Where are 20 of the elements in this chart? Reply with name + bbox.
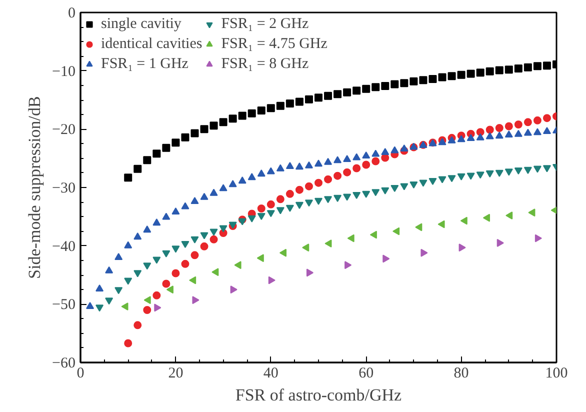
- y-tick-label: −60: [52, 356, 76, 372]
- x-tick-label: 20: [168, 366, 184, 382]
- legend-label: FSR₁ = 8 GHz: [221, 56, 309, 72]
- legend-label: single cavitiy: [101, 16, 182, 32]
- x-axis-title: FSR of astro-comb/GHz: [235, 386, 402, 404]
- y-tick-label: −10: [52, 64, 76, 80]
- y-tick-label: −30: [52, 180, 76, 196]
- y-tick-label: 0: [68, 6, 76, 22]
- legend-label: FSR₁ = 4.75 GHz: [221, 36, 328, 52]
- legend-label: FSR₁ = 2 GHz: [221, 16, 309, 32]
- legend-label: FSR₁ = 1 GHz: [101, 56, 188, 72]
- x-tick-label: 80: [454, 366, 469, 382]
- y-tick-label: −50: [52, 297, 76, 314]
- x-tick-label: 40: [263, 366, 278, 382]
- x-tick-label: 60: [358, 366, 374, 382]
- y-tick-label: −20: [52, 122, 76, 138]
- x-tick-label: 100: [545, 366, 568, 382]
- y-tick-label: −40: [52, 238, 76, 255]
- legend-label: identical cavities: [101, 36, 202, 52]
- y-axis-title: Side-mode suppression/dB: [25, 96, 44, 279]
